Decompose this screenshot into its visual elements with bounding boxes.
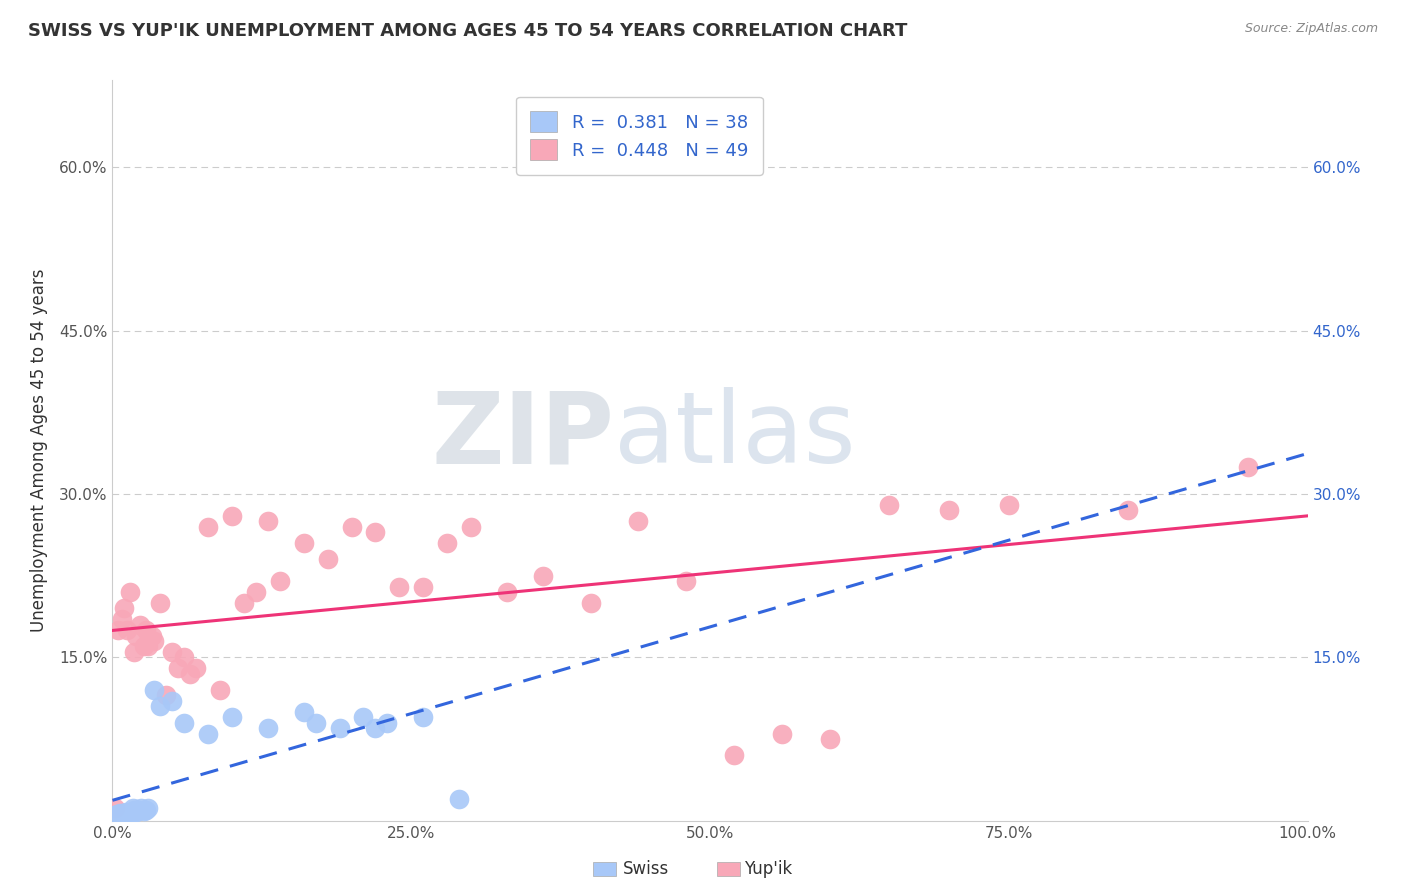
- Point: [186, 661, 208, 675]
- Point: [129, 617, 152, 632]
- Point: [143, 634, 166, 648]
- Point: [115, 807, 138, 822]
- Point: [447, 792, 470, 806]
- Point: [173, 715, 195, 730]
- Point: [245, 585, 267, 599]
- Point: [155, 689, 177, 703]
- Point: [107, 623, 129, 637]
- Point: [436, 536, 458, 550]
- Point: [121, 800, 143, 814]
- Point: [460, 519, 482, 533]
- Point: [143, 683, 166, 698]
- Point: [135, 623, 157, 637]
- Point: [879, 498, 901, 512]
- Point: [132, 804, 155, 818]
- Point: [179, 666, 201, 681]
- Point: [364, 525, 387, 540]
- Point: [998, 498, 1021, 512]
- Point: [675, 574, 697, 588]
- Point: [352, 710, 374, 724]
- Point: [162, 645, 183, 659]
- Point: [105, 807, 128, 822]
- Point: [111, 612, 134, 626]
- Point: [579, 596, 602, 610]
- Point: [114, 601, 135, 615]
- Text: SWISS VS YUP'IK UNEMPLOYMENT AMONG AGES 45 TO 54 YEARS CORRELATION CHART: SWISS VS YUP'IK UNEMPLOYMENT AMONG AGES …: [28, 22, 907, 40]
- Point: [122, 645, 145, 659]
- Point: [269, 574, 291, 588]
- Point: [496, 585, 519, 599]
- Point: [110, 807, 132, 822]
- Point: [118, 808, 141, 822]
- Point: [257, 514, 280, 528]
- Point: [125, 805, 148, 819]
- Point: [128, 803, 150, 817]
- Point: [197, 519, 219, 533]
- Point: [141, 628, 163, 642]
- Text: Source: ZipAtlas.com: Source: ZipAtlas.com: [1244, 22, 1378, 36]
- Point: [138, 640, 160, 654]
- Point: [138, 800, 160, 814]
- Point: [340, 519, 363, 533]
- Point: [120, 585, 142, 599]
- Point: [531, 568, 554, 582]
- Point: [627, 514, 650, 528]
- Point: [162, 694, 183, 708]
- Point: [221, 508, 243, 523]
- Point: [257, 721, 280, 735]
- Point: [122, 803, 145, 817]
- Point: [305, 715, 328, 730]
- Text: Yup'ik: Yup'ik: [744, 860, 792, 878]
- Point: [770, 726, 793, 740]
- Point: [197, 726, 219, 740]
- Text: ZIP: ZIP: [432, 387, 614, 484]
- Point: [938, 503, 960, 517]
- Point: [388, 580, 411, 594]
- Text: atlas: atlas: [614, 387, 856, 484]
- Point: [111, 808, 134, 822]
- Point: [104, 800, 127, 814]
- Point: [1118, 503, 1140, 517]
- Point: [364, 721, 387, 735]
- Point: [149, 699, 172, 714]
- Point: [108, 805, 131, 820]
- Point: [818, 731, 841, 746]
- Point: [412, 710, 434, 724]
- Point: [114, 805, 136, 819]
- Point: [135, 803, 157, 817]
- Point: [167, 661, 190, 675]
- Point: [125, 628, 148, 642]
- Point: [129, 800, 152, 814]
- Point: [1237, 459, 1260, 474]
- Point: [316, 552, 339, 566]
- Point: [173, 650, 195, 665]
- Point: [209, 683, 232, 698]
- Point: [121, 805, 143, 820]
- Point: [117, 805, 139, 820]
- Point: [149, 596, 172, 610]
- Y-axis label: Unemployment Among Ages 45 to 54 years: Unemployment Among Ages 45 to 54 years: [30, 268, 48, 632]
- Legend: R =  0.381   N = 38, R =  0.448   N = 49: R = 0.381 N = 38, R = 0.448 N = 49: [516, 96, 762, 175]
- Point: [115, 623, 138, 637]
- Point: [104, 808, 127, 822]
- Point: [120, 805, 142, 819]
- Point: [132, 640, 155, 654]
- Text: Swiss: Swiss: [623, 860, 669, 878]
- Point: [723, 748, 745, 763]
- Point: [233, 596, 256, 610]
- Point: [292, 536, 315, 550]
- Point: [329, 721, 352, 735]
- Point: [377, 715, 399, 730]
- Point: [412, 580, 434, 594]
- Point: [114, 807, 135, 822]
- Point: [221, 710, 243, 724]
- Point: [292, 705, 315, 719]
- Point: [112, 805, 135, 820]
- Point: [107, 808, 129, 822]
- Point: [105, 809, 128, 823]
